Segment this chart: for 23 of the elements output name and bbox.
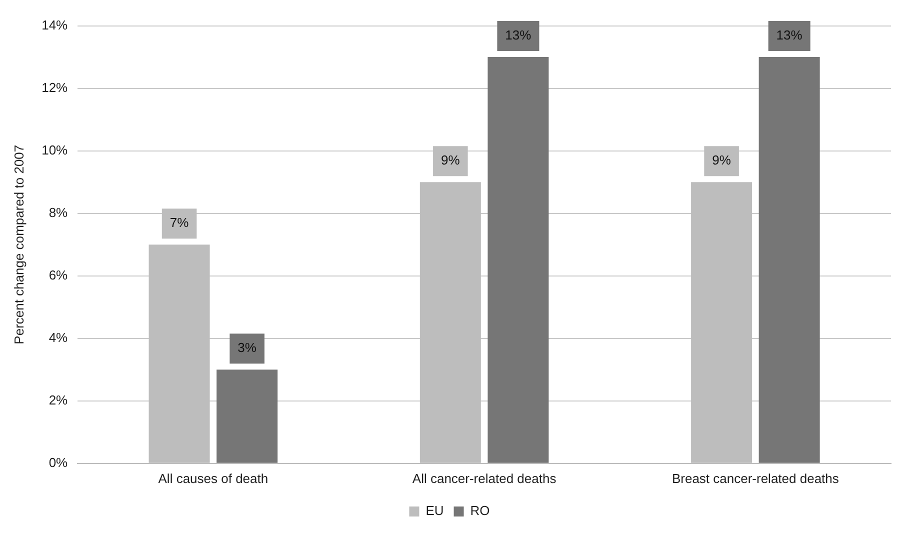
- y-tick-label: 2%: [48, 392, 68, 408]
- legend-label: RO: [470, 503, 490, 518]
- y-tick-label: 4%: [48, 330, 68, 345]
- x-tick-label: All causes of death: [158, 470, 268, 486]
- data-label: 9%: [712, 152, 732, 168]
- y-tick-label: 8%: [48, 204, 68, 220]
- data-label: 13%: [776, 28, 803, 43]
- y-tick-label: 10%: [42, 142, 68, 158]
- data-label: 3%: [238, 340, 257, 356]
- x-tick-label: All cancer-related deaths: [412, 470, 557, 486]
- y-tick-label: 12%: [42, 80, 68, 95]
- y-axis-title: Percent change compared to 2007: [11, 144, 26, 344]
- bar: [758, 57, 820, 463]
- y-tick-label: 14%: [42, 17, 68, 32]
- bar: [488, 57, 549, 463]
- x-tick-label: Breast cancer-related deaths: [672, 470, 840, 486]
- data-label: 9%: [441, 152, 460, 168]
- data-label: 7%: [170, 215, 190, 230]
- legend-label: EU: [426, 503, 444, 518]
- data-label: 13%: [505, 28, 532, 43]
- y-tick-label: 6%: [48, 267, 68, 282]
- y-tick-label: 0%: [48, 454, 68, 470]
- bar: [216, 370, 278, 463]
